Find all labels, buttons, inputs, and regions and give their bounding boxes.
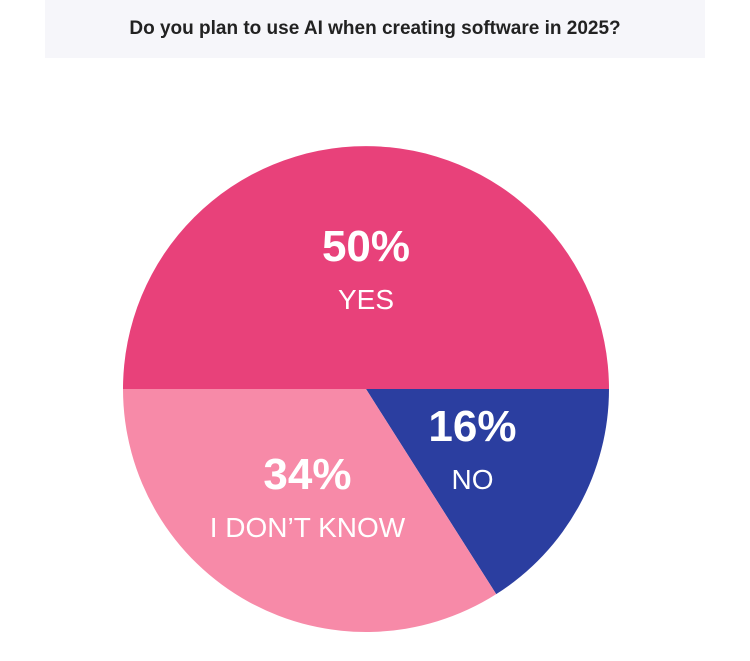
slice-category-label: NO <box>451 464 493 495</box>
slice-value-label: 50% <box>322 222 410 271</box>
slice-value-label: 16% <box>428 402 516 451</box>
slice-value-label: 34% <box>263 450 351 499</box>
pie-slice <box>123 389 497 632</box>
pie-slice <box>123 146 609 389</box>
chart-title: Do you plan to use AI when creating soft… <box>129 18 621 39</box>
pie-slice <box>366 389 609 595</box>
slice-category-label: YES <box>338 284 394 315</box>
slice-category-label: I DON’T KNOW <box>210 512 406 543</box>
title-box: Do you plan to use AI when creating soft… <box>45 0 705 58</box>
